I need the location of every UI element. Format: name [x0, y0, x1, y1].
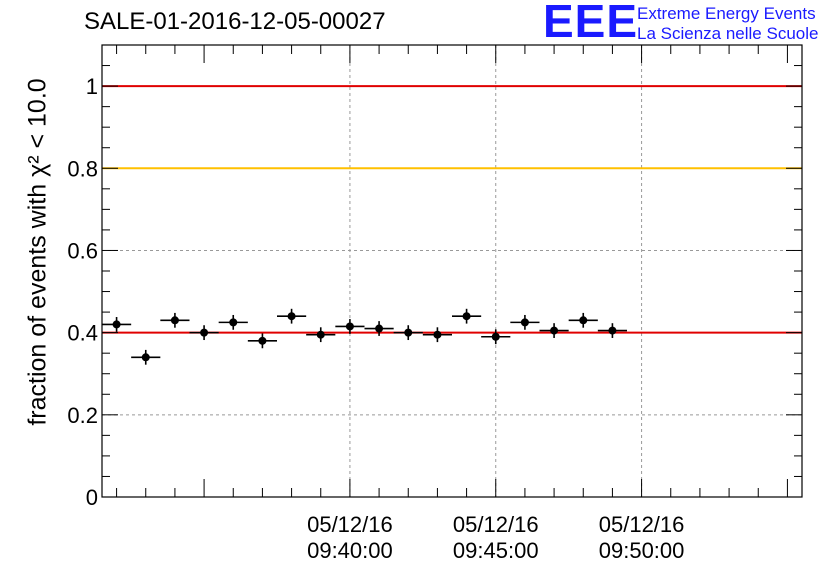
- plot-frame: [101, 44, 803, 498]
- x-tick-label-time: 09:40:00: [307, 538, 393, 563]
- data-points: [102, 308, 627, 365]
- y-tick-label: 1: [86, 74, 98, 99]
- data-point: [462, 312, 471, 321]
- x-tick-label-date: 05/12/16: [307, 512, 393, 537]
- grid-lines: [102, 45, 802, 497]
- data-point: [287, 312, 296, 321]
- x-tick-label-date: 05/12/16: [453, 512, 539, 537]
- eee-logo: EEE Extreme Energy Events La Scienza nel…: [543, 0, 833, 47]
- y-tick-label: 0: [86, 485, 98, 510]
- data-point: [491, 332, 500, 341]
- data-point: [229, 318, 238, 327]
- data-point: [579, 316, 588, 325]
- data-point: [375, 324, 384, 333]
- data-point: [345, 322, 354, 331]
- data-point: [200, 328, 209, 337]
- data-point: [433, 330, 442, 339]
- data-point: [141, 353, 150, 362]
- y-tick-label: 0.6: [67, 238, 98, 263]
- y-tick-label: 0.4: [67, 321, 98, 346]
- y-axis-label: fraction of events with χ² < 10.0: [23, 78, 52, 426]
- x-tick-label-time: 09:45:00: [453, 538, 539, 563]
- x-tick-label-time: 09:50:00: [599, 538, 685, 563]
- y-tick-label: 0.8: [67, 156, 98, 181]
- data-point: [550, 326, 559, 335]
- data-point: [258, 336, 267, 345]
- data-point: [404, 328, 413, 337]
- logo-line-1: Extreme Energy Events: [637, 4, 816, 23]
- data-point: [112, 320, 121, 329]
- reference-lines: [102, 85, 802, 334]
- x-tick-labels: 05/12/1609:40:0005/12/1609:45:0005/12/16…: [307, 512, 684, 563]
- data-point: [608, 326, 617, 335]
- axis-ticks: [102, 44, 802, 498]
- data-point: [520, 318, 529, 327]
- data-point: [316, 330, 325, 339]
- chart-title: SALE-01-2016-12-05-00027: [84, 8, 386, 35]
- x-tick-label-date: 05/12/16: [599, 512, 685, 537]
- y-tick-label: 0.2: [67, 403, 98, 428]
- eee-logo-mark: EEE: [543, 0, 639, 47]
- data-point: [170, 316, 179, 325]
- logo-line-2: La Scienza nelle Scuole: [637, 24, 819, 43]
- y-tick-labels: 0 0.2 0.4 0.6 0.8 1: [67, 74, 98, 510]
